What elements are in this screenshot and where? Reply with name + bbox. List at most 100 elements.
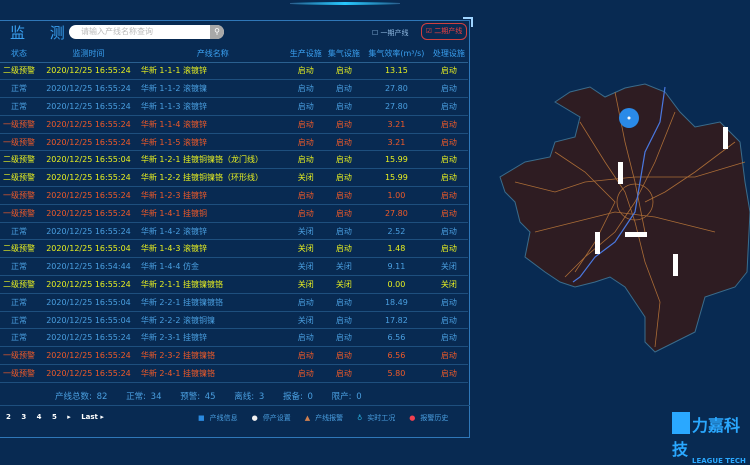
search-icon[interactable]: ⚲: [210, 25, 224, 39]
line-name-cell: 华新 1-1-5 滚镀锌: [138, 133, 287, 152]
table-row[interactable]: 一级预警 2020/12/25 16:55:24 华新 1-2-3 挂镀锌 启动 启动 1…: [0, 186, 468, 205]
collection-cell: 启动: [324, 79, 363, 99]
treatment-cell: 启动: [429, 133, 468, 152]
time-cell: 2020/12/25 16:55:24: [38, 364, 139, 383]
time-cell: 2020/12/25 16:55:24: [38, 133, 139, 152]
status-cell: 正常: [0, 328, 39, 348]
summary-standby: 报备: 0: [282, 392, 313, 402]
collection-cell: 启动: [324, 293, 363, 312]
treatment-cell: 启动: [429, 222, 468, 241]
production-cell: 启动: [286, 186, 325, 205]
filter-phase2[interactable]: ☑ 二期产线: [421, 23, 467, 40]
treatment-cell: 启动: [429, 364, 468, 383]
table-row[interactable]: 二级预警 2020/12/25 16:55:04 华新 1-2-1 挂镀铜镍铬（龙门…: [0, 150, 468, 170]
column-header: 集气设施: [324, 45, 363, 63]
table-row[interactable]: 一级预警 2020/12/25 16:55:24 华新 1-1-5 滚镀锌 启动 启动 3…: [0, 133, 468, 152]
roads: [514, 91, 746, 348]
collection-cell: 启动: [324, 186, 363, 205]
efficiency-cell: 15.99: [362, 168, 430, 188]
page-5[interactable]: 5: [51, 413, 57, 421]
line-name-cell: 华新 1-4-3 滚镀锌: [138, 239, 287, 259]
page-3[interactable]: 3: [21, 413, 27, 421]
top-glow: [290, 2, 400, 5]
table-row[interactable]: 正常 2020/12/25 16:55:24 华新 1-1-2 滚镀镍 启动 启动 27.…: [0, 79, 468, 99]
filter-phase2-label: 二期产线: [434, 27, 463, 35]
info-icon: ■: [198, 414, 205, 422]
location-marker-dot: [627, 116, 631, 120]
collection-cell: 关闭: [324, 275, 363, 294]
road-markers: [595, 127, 728, 276]
next-page-button[interactable]: ▸: [67, 413, 71, 421]
legend-item[interactable]: ♁ 实时工况: [357, 414, 395, 422]
production-cell: 启动: [286, 62, 325, 81]
production-cell: 启动: [286, 97, 325, 116]
treatment-cell: 关闭: [429, 275, 468, 294]
production-cell: 启动: [286, 133, 325, 152]
line-name-cell: 华新 2-4-1 挂镀镍铬: [138, 364, 287, 383]
map-region: [499, 83, 750, 353]
efficiency-cell: 18.49: [362, 293, 430, 312]
monitor-panel: [0, 17, 473, 438]
treatment-cell: 启动: [429, 346, 468, 366]
production-cell: 关闭: [286, 168, 325, 188]
history-icon: ●: [409, 414, 416, 422]
table-row[interactable]: 二级预警 2020/12/25 16:55:24 华新 1-1-1 滚镀锌 启动 启动 1…: [0, 62, 468, 81]
warning-icon: ▲: [304, 414, 311, 422]
line-name-cell: 华新 1-1-3 滚镀锌: [138, 97, 287, 116]
collection-cell: 启动: [324, 204, 363, 223]
page-2[interactable]: 2: [6, 413, 11, 421]
filter-phase1[interactable]: ☐ 一期产线: [372, 29, 409, 37]
summary-total: 产线总数: 82: [55, 392, 108, 402]
efficiency-cell: 1.00: [362, 186, 430, 205]
status-cell: 正常: [0, 97, 39, 116]
production-cell: 启动: [286, 79, 325, 99]
status-cell: 二级预警: [0, 275, 39, 294]
time-cell: 2020/12/25 16:55:24: [38, 204, 139, 223]
pagination: 2 3 4 5 ▸ Last ▸: [6, 413, 112, 421]
search-input[interactable]: 请输入产线名称查询 ⚲: [69, 25, 224, 39]
legend-label: 停产设置: [262, 414, 291, 422]
time-cell: 2020/12/25 16:55:04: [38, 150, 139, 170]
table-row[interactable]: 二级预警 2020/12/25 16:55:24 华新 1-2-2 挂镀铜镍铬（环形…: [0, 168, 468, 188]
efficiency-cell: 9.11: [362, 257, 430, 277]
last-page-button[interactable]: Last ▸: [81, 413, 104, 421]
table-row[interactable]: 二级预警 2020/12/25 16:55:24 华新 2-1-1 挂镀镍镀铬 关闭关…: [0, 275, 468, 294]
treatment-cell: 启动: [429, 328, 468, 348]
stop-icon: ●: [251, 414, 258, 422]
legend-item[interactable]: ■ 产线信息: [198, 414, 238, 422]
status-cell: 正常: [0, 293, 39, 312]
table-row[interactable]: 正常 2020/12/25 16:55:24 华新 1-1-3 滚镀锌 启动 启动 27.…: [0, 97, 468, 116]
time-cell: 2020/12/25 16:55:24: [38, 222, 139, 241]
summary-bar: 产线总数: 82 正常: 34 预警: 45 离线: 3 报备: 0 限产: 0: [55, 390, 376, 402]
table-row[interactable]: 正常 2020/12/25 16:54:44 华新 1-4-4 仿金 关闭 关闭 9.11…: [0, 257, 468, 277]
table-row[interactable]: 正常 2020/12/25 16:55:04 华新 2-2-2 滚镀铜镍 关闭 启动 17…: [0, 311, 468, 330]
table-row[interactable]: 一级预警 2020/12/25 16:55:24 华新 2-3-2 挂镀镍铬 启动 启动…: [0, 346, 468, 366]
status-cell: 正常: [0, 79, 39, 99]
time-cell: 2020/12/25 16:54:44: [38, 257, 139, 277]
legend-item[interactable]: ▲ 产线报警: [305, 414, 343, 422]
collection-cell: 关闭: [324, 257, 363, 277]
status-cell: 正常: [0, 222, 39, 241]
page-4[interactable]: 4: [36, 413, 42, 421]
legend-item[interactable]: ● 停产设置: [252, 414, 291, 422]
legend-item[interactable]: ● 报警历史: [409, 414, 448, 422]
table-row[interactable]: 二级预警 2020/12/25 16:55:04 华新 1-4-3 滚镀锌 关闭 启动 1…: [0, 239, 468, 259]
search-placeholder: 请输入产线名称查询: [81, 27, 153, 36]
table-row[interactable]: 正常 2020/12/25 16:55:04 华新 2-2-1 挂镀镍镀铬 启动 启动 1…: [0, 293, 468, 312]
status-cell: 一级预警: [0, 133, 39, 152]
time-cell: 2020/12/25 16:55:24: [38, 186, 139, 205]
line-name-cell: 华新 1-2-1 挂镀铜镍铬（龙门线）: [138, 150, 287, 170]
map-legend: ■ 产线信息 ● 停产设置 ▲ 产线报警 ♁ 实时工况 ● 报警历史: [198, 413, 462, 423]
status-cell: 正常: [0, 257, 39, 277]
time-cell: 2020/12/25 16:55:24: [38, 346, 139, 366]
legend-label: 报警历史: [420, 414, 449, 422]
status-cell: 一级预警: [0, 115, 39, 134]
district-map[interactable]: [495, 82, 750, 372]
table-row[interactable]: 一级预警 2020/12/25 16:55:24 华新 2-4-1 挂镀镍铬 启动 启动…: [0, 364, 468, 383]
table-row[interactable]: 一级预警 2020/12/25 16:55:24 华新 1-1-4 滚镀锌 启动 启动 3…: [0, 115, 468, 134]
table-row[interactable]: 正常 2020/12/25 16:55:24 华新 2-3-1 挂镀锌 启动 启动 6.5…: [0, 328, 468, 348]
company-logo: 力嘉科技 LEAGUE TECH: [672, 412, 750, 465]
table-row[interactable]: 一级预警 2020/12/25 16:55:24 华新 1-4-1 挂镀铜 启动 启动 2…: [0, 204, 468, 223]
efficiency-cell: 3.21: [362, 133, 430, 152]
table-row[interactable]: 正常 2020/12/25 16:55:24 华新 1-4-2 滚镀锌 关闭 启动 2.5…: [0, 222, 468, 241]
